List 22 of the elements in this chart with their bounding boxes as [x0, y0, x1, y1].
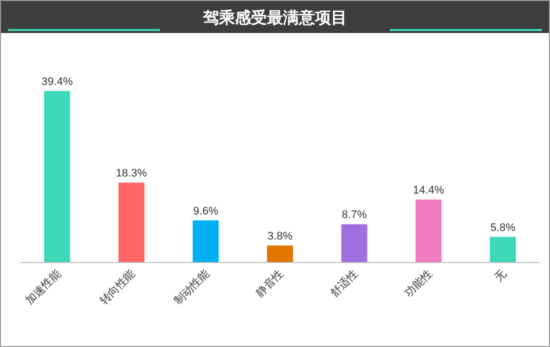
x-tick-label: 转向性能 — [97, 266, 138, 308]
bar — [44, 91, 70, 262]
x-tick-label: 舒适性 — [328, 266, 360, 300]
x-tick-label: 静音性 — [254, 266, 286, 300]
bar — [416, 200, 442, 262]
bar — [341, 224, 368, 262]
bar — [490, 236, 516, 262]
data-label: 14.4% — [412, 184, 444, 197]
data-label: 8.7% — [342, 209, 368, 222]
data-label: 5.8% — [490, 222, 516, 234]
x-tick-label: 功能性 — [402, 266, 435, 300]
data-label: 9.6% — [193, 205, 218, 218]
x-tick-label: 无 — [492, 268, 509, 284]
bar — [192, 220, 219, 262]
x-tick-label: 加速性能 — [22, 266, 64, 308]
data-label: 18.3% — [116, 168, 148, 180]
data-label: 39.4% — [42, 76, 73, 88]
data-label: 3.8% — [267, 230, 293, 243]
x-tick-label: 制动性能 — [172, 266, 212, 308]
chart-title: 驾乘感受最满意项目 — [202, 9, 347, 27]
bar — [118, 182, 144, 262]
bar — [267, 246, 293, 262]
